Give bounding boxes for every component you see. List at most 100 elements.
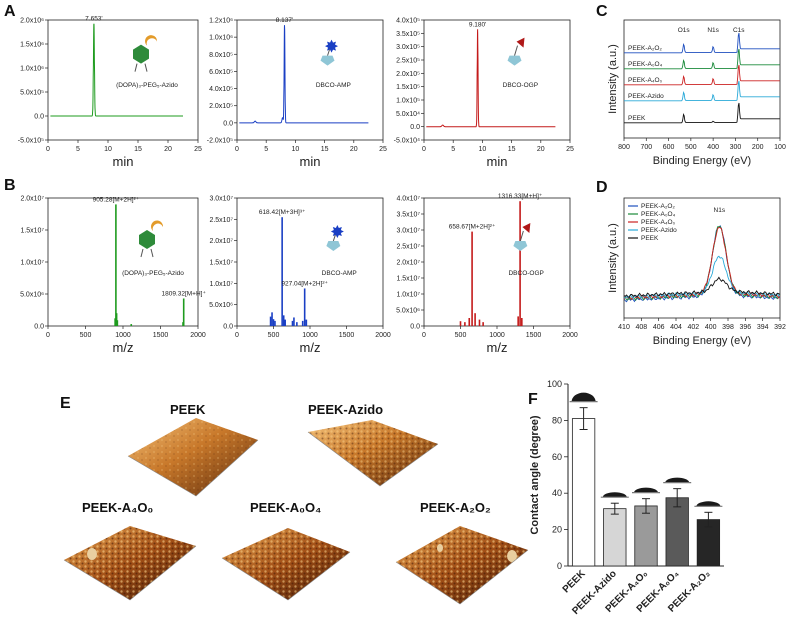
droplet-icon — [571, 392, 596, 402]
xps-series-label: PEEK-A₂O₂ — [628, 45, 662, 52]
xps-n1s-chart: 410 408 406 404 402 400 398 396 394 392 Binding En… — [607, 197, 786, 347]
x-tick-label: 100 — [774, 144, 786, 151]
azido-crescent-icon — [145, 35, 158, 46]
plot-frame — [236, 19, 384, 141]
y-tick-label: 1.0x10⁵ — [396, 98, 420, 105]
panel-letter-b: B — [4, 177, 16, 194]
y-tick-label: 1.0x10⁶ — [209, 35, 233, 42]
x-tick-label: 1500 — [153, 332, 169, 339]
y-tick-label: 5.0x10⁵ — [20, 90, 44, 97]
xps-survey-chart: 800 700 600 500 400 300 200 100 Binding Energy (… — [607, 19, 786, 167]
molecule-icon-group — [326, 224, 344, 251]
plot-frame — [236, 197, 384, 327]
xps-n1s-line — [623, 224, 781, 303]
y-tick-label: 1.5x10⁵ — [396, 84, 420, 91]
xps-peak-label: O1s — [678, 27, 691, 34]
x-tick-label: 25 — [566, 146, 574, 153]
x-axis-label: min — [487, 154, 508, 169]
hplc-trace-line — [239, 25, 369, 124]
y-tick-label: 4.0x10⁷ — [396, 196, 420, 203]
molecule-label: DBCO-OGP — [508, 270, 543, 277]
ms-peak-label: 658.67[M+2H]²⁺ — [449, 224, 496, 231]
panel-letter-c: C — [596, 3, 608, 20]
y-tick-label: 0.0 — [410, 124, 420, 131]
xps-survey-line — [624, 32, 780, 54]
y-tick-label: 6.0x10⁵ — [209, 69, 233, 76]
leg-line-icon — [144, 63, 148, 72]
leg-line-icon — [140, 248, 144, 258]
y-tick-label: 0.0 — [410, 324, 420, 331]
dopa-hexagon-icon — [139, 229, 155, 249]
afm-title-peek-a4o0: PEEK-A₄O₀ — [82, 500, 153, 515]
x-tick-label: 2000 — [375, 332, 391, 339]
x-tick-label: 500 — [455, 332, 467, 339]
hplc-chart-dopa-azido: 0 5 10 15 20 25 -5.0x10⁵ 0.0 5.0x10⁵ 1.0x10⁶ 1.5x1… — [18, 15, 202, 169]
y-tick-label: 0.0 — [34, 114, 44, 121]
xps-series-label: PEEK-A₀O₄ — [628, 61, 663, 68]
x-axis-label: Binding Energy (eV) — [653, 155, 751, 167]
x-tick-label: 0 — [422, 332, 426, 339]
y-tick-label: 3.5x10⁷ — [396, 212, 420, 219]
dbco-shape-icon — [513, 240, 528, 251]
x-tick-label: 392 — [774, 324, 786, 331]
x-tick-label: 700 — [640, 144, 652, 151]
x-tick-label: 1000 — [115, 332, 131, 339]
y-tick-label: 3.0x10⁵ — [396, 44, 420, 51]
y-tick-label: 2.0x10⁷ — [20, 196, 44, 203]
ms-peak-label: 1316.33[M+H]⁺ — [498, 193, 543, 200]
y-tick-label: 1.5x10⁷ — [396, 276, 420, 283]
panel-letter-a: A — [4, 3, 16, 20]
x-tick-label: 500 — [268, 332, 280, 339]
hplc-trace-line — [50, 23, 183, 117]
x-tick-label: 5 — [76, 146, 80, 153]
y-tick-label: 2.0x10⁵ — [396, 71, 420, 78]
y-tick-label: 4.0x10⁵ — [396, 18, 420, 25]
x-tick-label: 398 — [722, 324, 734, 331]
y-tick-label: 1.0x10⁷ — [20, 260, 44, 267]
x-tick-label: 404 — [670, 324, 682, 331]
x-tick-label: PEEK — [561, 568, 589, 596]
y-tick-label: 1.5x10⁷ — [209, 260, 233, 267]
linker-line-icon — [519, 230, 524, 242]
afm-panel: PEEK PEEK-Azido PEEK-A₄O₀ PEEK-A₀O₄ PEEK… — [63, 402, 529, 605]
x-tick-label: 2000 — [562, 332, 578, 339]
afm-title-peek-azido: PEEK-Azido — [308, 402, 383, 417]
x-axis-label: Binding Energy (eV) — [653, 335, 751, 347]
x-tick-label: 25 — [194, 146, 202, 153]
linker-line-icon — [327, 49, 330, 56]
x-tick-label: 400 — [707, 144, 719, 151]
x-tick-label: 10 — [104, 146, 112, 153]
ogp-flag-icon — [522, 222, 531, 233]
y-tick-label: 5.0x10⁴ — [396, 111, 420, 118]
hplc-chart-dbco-ogp: 0 5 10 15 20 25 -5.0x10⁴ 0.0 5.0x10⁴ 1.0x10⁵ 1.5x1… — [394, 18, 574, 170]
x-tick-label: 500 — [685, 144, 697, 151]
droplet-icon — [696, 501, 721, 507]
dbco-shape-icon — [326, 240, 341, 251]
y-axis-label: Intensity (a.u.) — [607, 223, 619, 293]
x-axis-label: m/z — [113, 340, 134, 355]
xps-peak-label: C1s — [733, 27, 745, 34]
y-tick-label: 2.5x10⁷ — [396, 244, 420, 251]
linker-line-icon — [514, 45, 518, 56]
y-tick-label: 2.5x10⁷ — [209, 217, 233, 224]
molecule-label: DBCO-AMP — [322, 270, 357, 277]
leg-line-icon — [150, 248, 154, 258]
y-tick-label: 8.0x10⁵ — [209, 52, 233, 59]
afm-image-peek — [127, 418, 259, 497]
afm-image-peek-a4o0 — [63, 526, 197, 601]
amp-star-icon — [325, 39, 339, 53]
plot-frame — [423, 197, 571, 327]
x-tick-label: 406 — [653, 324, 665, 331]
y-tick-label: 5.0x10⁶ — [396, 308, 420, 315]
x-tick-label: 1500 — [526, 332, 542, 339]
droplet-icon — [665, 477, 690, 483]
y-tick-label: 60 — [552, 452, 562, 462]
molecule-label: DBCO-AMP — [316, 82, 351, 89]
afm-title-peek-a2o2: PEEK-A₂O₂ — [420, 500, 491, 515]
x-tick-label: 800 — [618, 144, 630, 151]
x-axis-label: min — [113, 154, 134, 169]
x-tick-label: 0 — [46, 332, 50, 339]
y-tick-label: -5.0x10⁵ — [18, 138, 44, 145]
panel-letter-d: D — [596, 179, 608, 196]
